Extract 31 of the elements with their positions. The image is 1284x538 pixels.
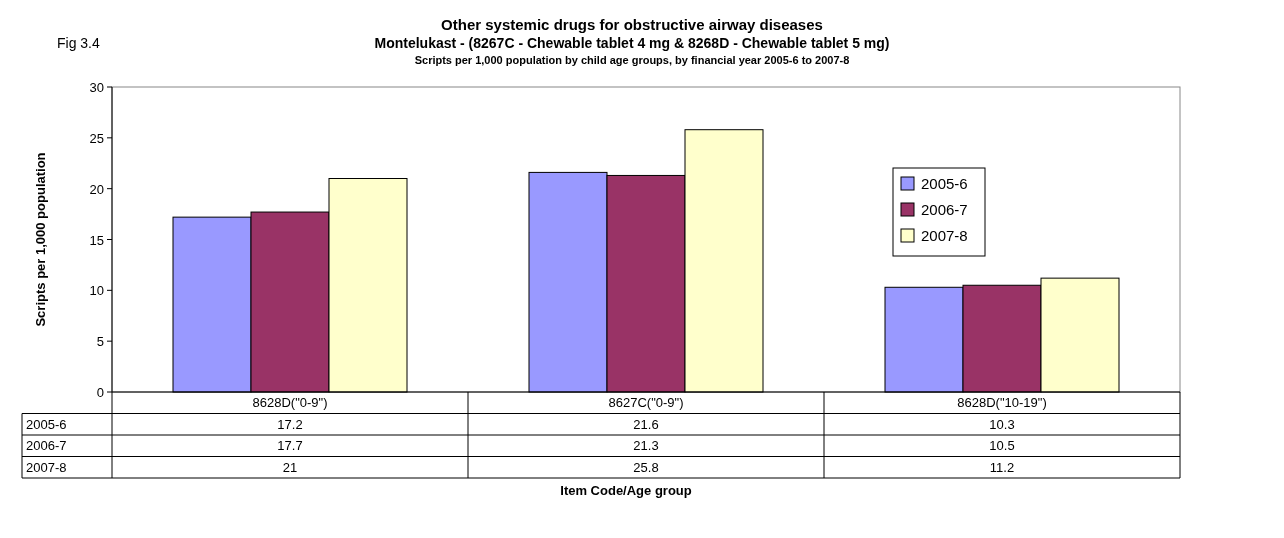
text: 2005-6 xyxy=(26,416,67,432)
caption: Fig 3.4 xyxy=(57,35,101,51)
data-label: 17.2 xyxy=(277,416,303,432)
y-tick-label: 5 xyxy=(96,334,104,350)
y-tick-label: 15 xyxy=(89,232,104,248)
text: 2007-8 xyxy=(26,459,67,475)
text: Item Code/Age group xyxy=(560,483,692,498)
data-label: 21.6 xyxy=(633,416,659,432)
x-tick-label: 8628D("0-9") xyxy=(252,395,328,410)
data-label: 25.8 xyxy=(633,459,659,475)
text: 2006-7 xyxy=(26,438,67,453)
x-tick-label: 8628D("10-19") xyxy=(957,395,1047,410)
legend-label: 2007-8 xyxy=(921,227,968,244)
data-label: 17.7 xyxy=(277,438,303,453)
y-tick-label: 10 xyxy=(89,283,104,299)
y-tick-label: 20 xyxy=(89,181,104,197)
chart-subtitle: Montelukast - (8267C - Chewable tablet 4 mg & 8268D - Chewable tablet 5 mg) xyxy=(374,35,890,51)
x-tick-label: 8627C("0-9") xyxy=(608,395,684,410)
y-tick-label: 0 xyxy=(96,385,104,400)
legend-label: 2005-6 xyxy=(921,175,968,192)
y-tick-label: 30 xyxy=(89,80,104,95)
y-axis-title: Scripts per 1,000 population xyxy=(33,152,48,327)
data-label: 21 xyxy=(282,459,298,475)
legend-label: 2006-7 xyxy=(921,201,968,218)
data-label: 10.5 xyxy=(989,438,1015,453)
data-label: 10.3 xyxy=(989,416,1015,432)
chart-title: Other systemic drugs for obstructive airway diseases xyxy=(441,16,823,33)
data-label: 21.3 xyxy=(633,438,659,453)
y-tick-label: 25 xyxy=(89,130,104,146)
text: Scripts per 1,000 population by child age groups, by financial year 2005-6 to 2007-8 xyxy=(414,54,850,66)
data-label: 11.2 xyxy=(989,459,1015,475)
